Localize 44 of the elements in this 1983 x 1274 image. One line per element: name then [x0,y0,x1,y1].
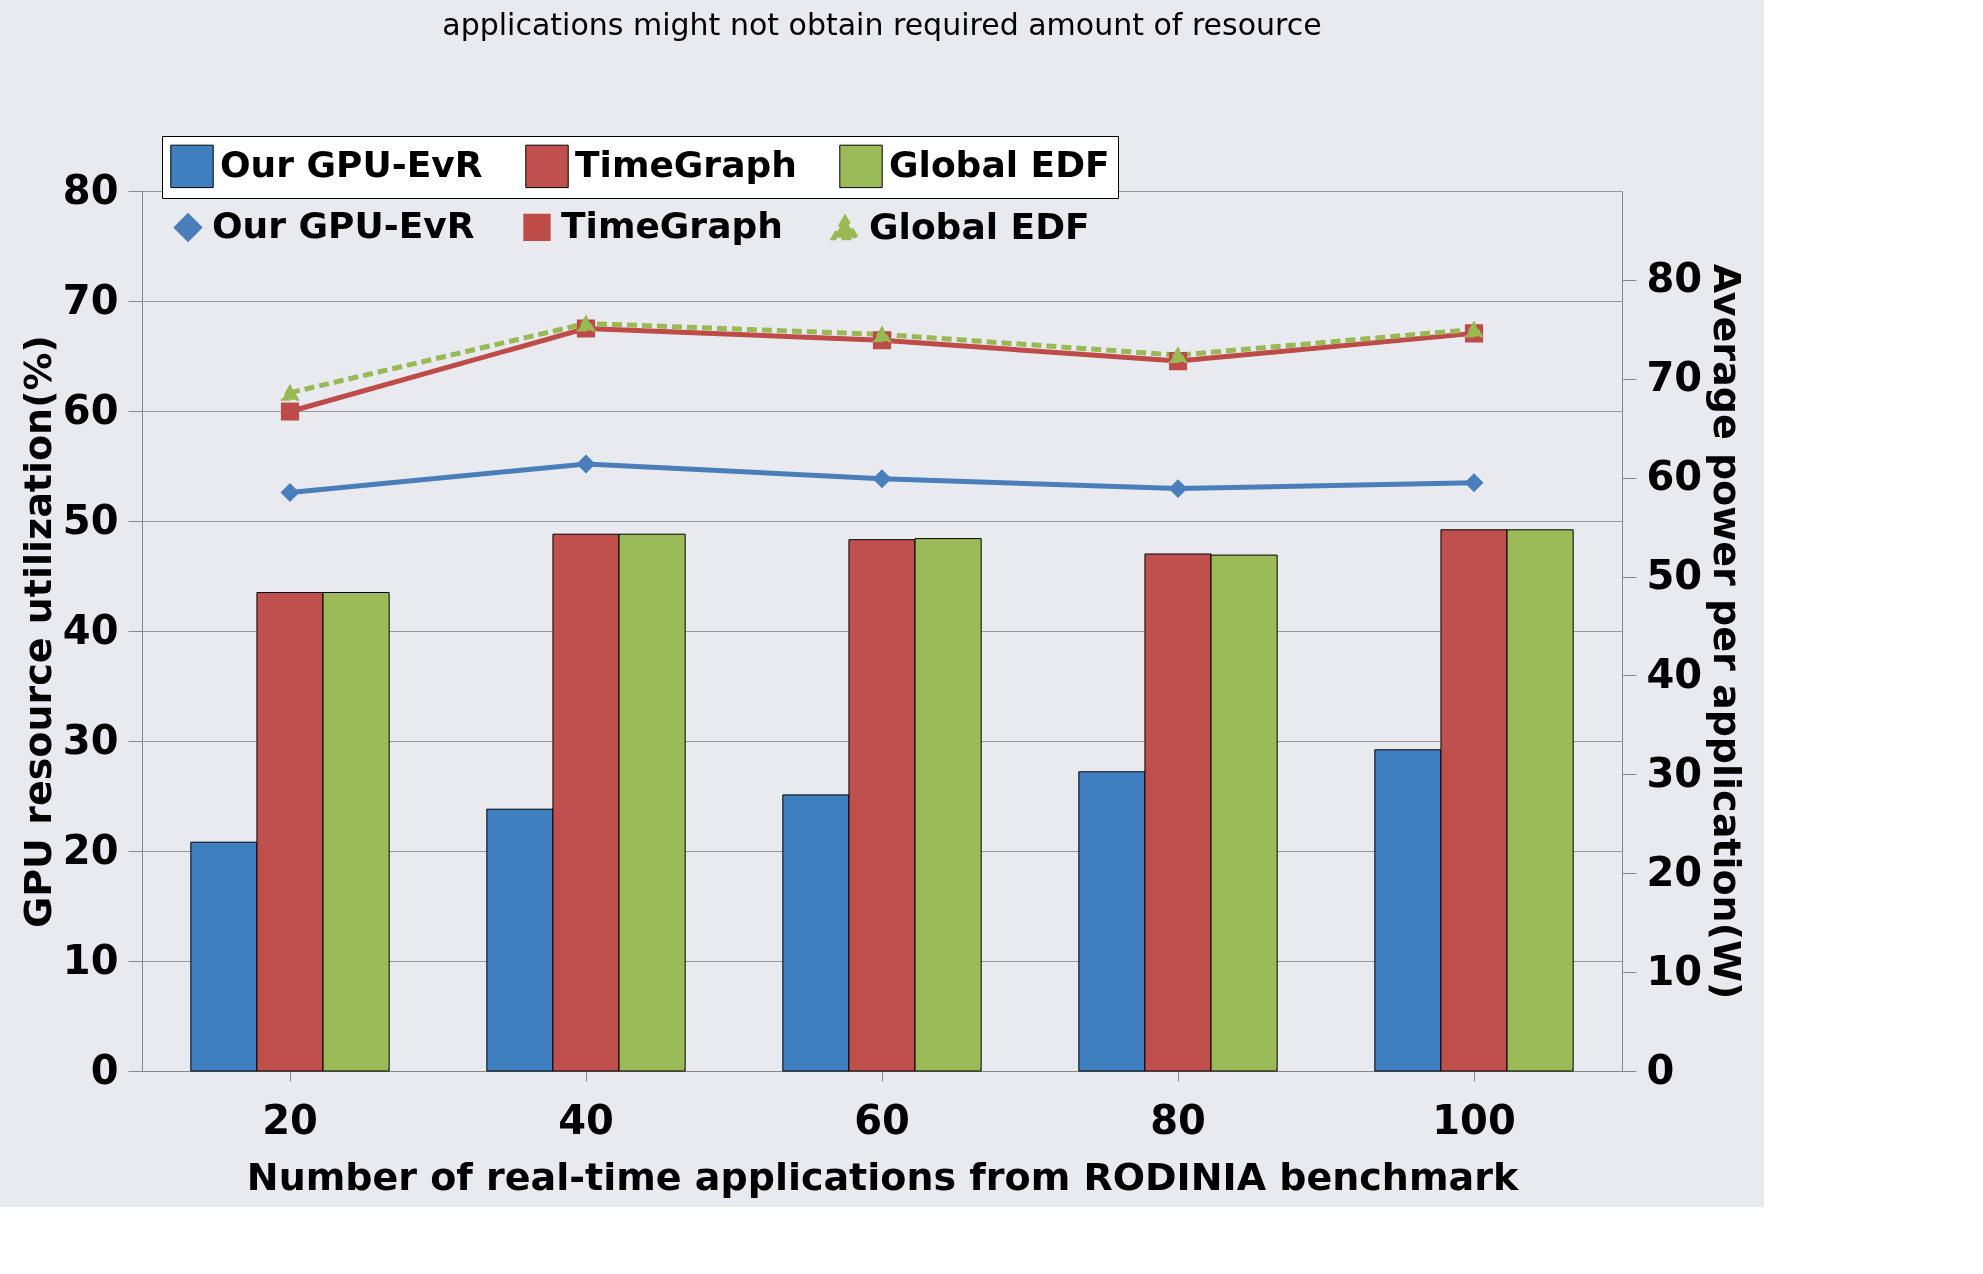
y-tick-label: 50 [62,496,119,543]
point [1464,321,1484,338]
legend-label: Global EDF [869,206,1090,248]
y2-tick-label: 20 [1646,848,1703,895]
y-tick-label: 70 [62,276,119,323]
point [1464,473,1484,492]
chart-title: applications might not obtain required amount of resource [442,6,1322,42]
point [872,469,892,488]
y2-tick-label: 40 [1646,650,1703,697]
point [280,402,300,421]
y2-axis-title: Average power per application(W) [1705,263,1750,1000]
y-tick-label: 20 [62,826,119,873]
y-tick-label: 60 [62,386,119,433]
x-tick-label: 40 [558,1096,614,1143]
y-tick-label: 30 [62,716,119,763]
y-tick-label: 10 [62,936,119,983]
x-tick-label: 100 [1432,1096,1516,1143]
point [872,326,892,343]
y2-tick-label: 50 [1646,552,1703,599]
legend-label: Our GPU-EvR [220,144,483,186]
y2-tick-label: 60 [1646,453,1703,500]
y2-tick-label: 0 [1646,1046,1675,1093]
point [576,315,596,332]
y2-tick-label: 30 [1646,749,1703,796]
legend-label: Global EDF [889,144,1110,186]
x-tick-label: 60 [854,1096,910,1143]
y-tick-label: 0 [90,1046,119,1093]
point [576,454,596,473]
x-axis-title: Number of real-time applications from RODINIA benchmark [246,1154,1519,1199]
y2-tick-label: 80 [1646,255,1703,302]
y2-tick-label: 10 [1646,947,1703,994]
y2-tick-label: 70 [1646,354,1703,401]
y-tick-label: 80 [62,166,119,213]
x-tick-label: 80 [1150,1096,1206,1143]
point [1168,347,1188,364]
x-tick-label: 20 [262,1096,318,1143]
y-tick-label: 40 [62,606,119,653]
legend-label: TimeGraph [575,144,797,186]
legend-label: TimeGraph [561,205,783,247]
point [280,384,300,401]
legend-label: Our GPU-EvR [212,205,475,247]
point [1168,479,1188,498]
point [280,483,300,502]
y-axis-title: GPU resource utilization(%) [15,335,60,928]
